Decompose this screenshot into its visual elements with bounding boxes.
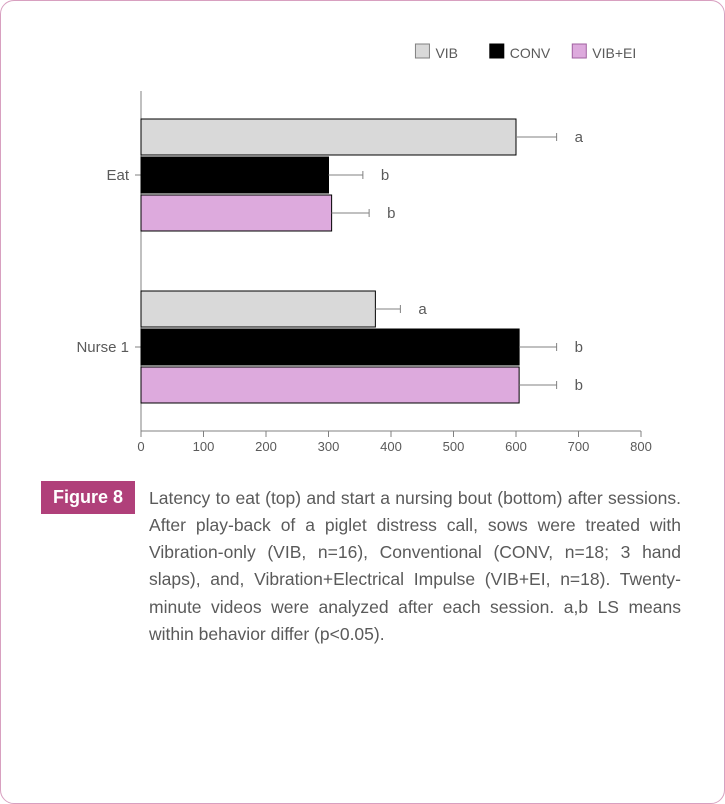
x-tick-label: 600: [505, 439, 527, 454]
legend-label: VIB: [435, 45, 458, 61]
sig-letter: b: [575, 339, 583, 356]
bar: [141, 195, 332, 231]
x-tick-label: 500: [443, 439, 465, 454]
sig-letter: b: [575, 377, 583, 394]
sig-letter: a: [418, 301, 427, 318]
x-tick-label: 800: [630, 439, 652, 454]
y-category-label: Nurse 1: [76, 339, 129, 356]
bar: [141, 367, 519, 403]
bar: [141, 119, 516, 155]
legend-swatch: [490, 44, 504, 58]
sig-letter: a: [575, 129, 584, 146]
x-tick-label: 400: [380, 439, 402, 454]
x-tick-label: 0: [137, 439, 144, 454]
bar: [141, 291, 375, 327]
bar: [141, 329, 519, 365]
caption-text: Latency to eat (top) and start a nursing…: [149, 481, 681, 648]
sig-letter: b: [381, 167, 389, 184]
legend-label: VIB+EI: [592, 45, 636, 61]
legend-swatch: [415, 44, 429, 58]
x-tick-label: 200: [255, 439, 277, 454]
caption-block: Figure 8 Latency to eat (top) and start …: [41, 481, 681, 648]
figure-badge: Figure 8: [41, 481, 135, 514]
legend-swatch: [572, 44, 586, 58]
x-tick-label: 700: [568, 439, 590, 454]
sig-letter: b: [387, 205, 395, 222]
latency-chart-svg: 0 100 200 300 400 500 600 700 800 Latency, s Eat a b…: [41, 31, 681, 461]
x-tick-label: 300: [318, 439, 340, 454]
figure-frame: 0 100 200 300 400 500 600 700 800 Latency, s Eat a b…: [0, 0, 725, 804]
latency-chart: 0 100 200 300 400 500 600 700 800 Latency, s Eat a b…: [41, 31, 681, 461]
y-category-label: Eat: [106, 167, 129, 184]
x-tick-label: 100: [193, 439, 215, 454]
legend-label: CONV: [510, 45, 551, 61]
bar: [141, 157, 329, 193]
x-axis-label: Latency, s: [357, 458, 424, 461]
